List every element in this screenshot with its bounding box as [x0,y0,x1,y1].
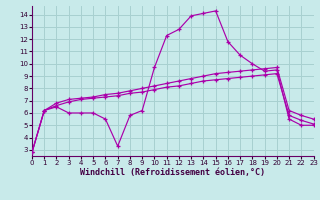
X-axis label: Windchill (Refroidissement éolien,°C): Windchill (Refroidissement éolien,°C) [80,168,265,177]
